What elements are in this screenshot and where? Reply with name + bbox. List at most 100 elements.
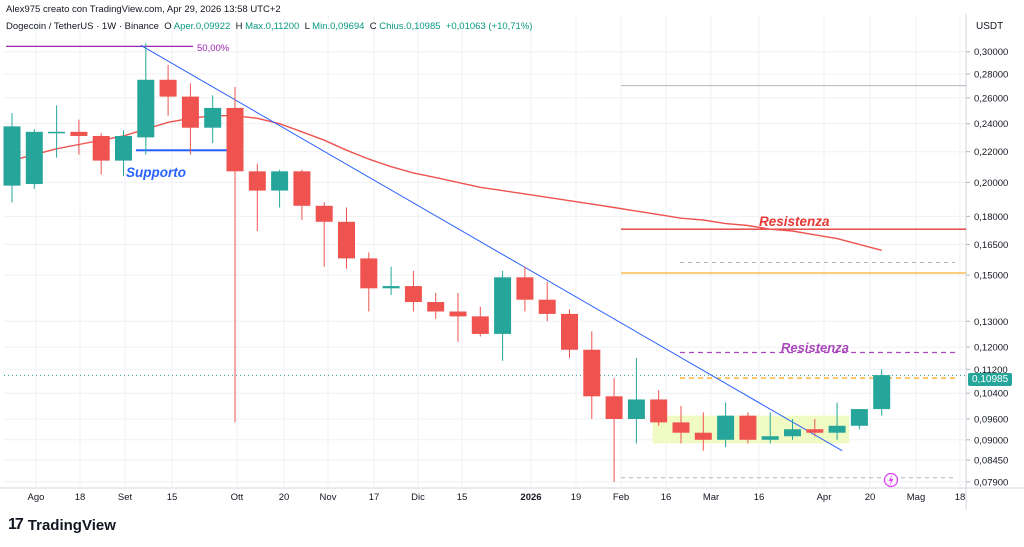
y-tick-label: 0,24000	[974, 119, 1008, 130]
x-tick-label: 16	[661, 492, 672, 503]
candle-body	[271, 171, 289, 191]
y-tick-label: 0,30000	[974, 47, 1008, 58]
candle-body	[70, 131, 88, 136]
y-tick-label: 0,26000	[974, 93, 1008, 104]
candle	[204, 95, 222, 144]
y-tick-label: 0,16500	[974, 240, 1008, 251]
candle-body	[226, 107, 244, 172]
candle	[739, 412, 757, 444]
candle	[471, 306, 489, 337]
y-tick-label: 0,18000	[974, 212, 1008, 223]
x-tick-label: 18	[955, 492, 966, 503]
candle-body	[650, 399, 668, 423]
candle	[271, 169, 289, 208]
candle-body	[338, 221, 355, 259]
candle	[92, 133, 110, 175]
candle	[181, 83, 199, 155]
brand-name: TradingView	[27, 516, 116, 534]
symbol-name[interactable]: Dogecoin / TetherUS · 1W · Binance	[6, 21, 159, 32]
y-tick-label: 0,20000	[974, 178, 1008, 189]
candle	[449, 292, 467, 342]
fib-label: 50,00%	[197, 43, 230, 54]
candle	[761, 412, 779, 444]
candle-body	[115, 135, 132, 161]
x-tick-label: Feb	[613, 492, 629, 503]
candle-body	[449, 311, 467, 317]
x-tick-label: Ago	[28, 492, 45, 503]
last-price-tag: 0,10985	[968, 373, 1013, 386]
candle	[427, 292, 445, 319]
candle	[583, 331, 601, 419]
tradingview-brand[interactable]: 17 TradingView	[8, 516, 116, 534]
candle-body	[494, 277, 512, 334]
candle-body	[360, 258, 378, 289]
candle	[650, 390, 668, 426]
support-label: Supporto	[126, 165, 186, 180]
candle	[248, 163, 266, 232]
candle-body	[784, 429, 801, 437]
candle-body	[694, 432, 712, 440]
open-label: O	[164, 21, 172, 32]
candle	[694, 412, 712, 451]
candle-body	[538, 299, 556, 314]
candle	[494, 270, 512, 361]
y-tick-label: 0,10400	[974, 389, 1008, 400]
high-label: H	[235, 21, 243, 32]
resistance-label-purple: Resistenza	[781, 340, 849, 355]
candle-body	[516, 277, 534, 300]
candle	[561, 309, 578, 359]
y-tick-label: 0,09600	[974, 414, 1008, 425]
x-tick-label: Apr	[817, 492, 832, 503]
y-tick-label: 0,12000	[974, 343, 1008, 354]
x-tick-label: 16	[754, 492, 765, 503]
candle	[538, 281, 556, 322]
y-tick-label: 0,22000	[974, 147, 1008, 158]
high-value: Max.0,11200	[245, 21, 300, 32]
x-tick-label: 15	[457, 492, 468, 503]
candle-body	[672, 422, 690, 433]
x-tick-label: Ott	[231, 492, 244, 503]
candle	[627, 358, 645, 444]
candle	[717, 402, 735, 448]
candle-body	[159, 79, 177, 97]
low-label: L	[304, 21, 310, 32]
candle-body	[204, 107, 222, 128]
currency-unit[interactable]: USDT	[976, 21, 1004, 32]
candle-body	[761, 436, 779, 440]
candle-body	[293, 171, 311, 206]
x-tick-label: 2026	[520, 492, 541, 503]
low-value: Min.0,09694	[312, 21, 365, 32]
x-tick-label: Set	[118, 492, 133, 503]
candle	[48, 105, 66, 158]
x-tick-label: Dic	[411, 492, 425, 503]
candle-body	[92, 135, 110, 161]
candle	[360, 252, 378, 312]
y-tick-label: 0,15000	[974, 271, 1008, 282]
candle	[226, 86, 244, 423]
candle	[784, 418, 801, 440]
candle-body	[248, 171, 266, 191]
x-tick-label: Mar	[703, 492, 719, 503]
y-tick-label: 0,11200	[974, 365, 1008, 376]
candle	[293, 169, 311, 220]
candle	[137, 43, 155, 155]
chart-credit: Alex975 creato con TradingView.com, Apr …	[6, 4, 281, 15]
y-tick-label: 0,07900	[974, 477, 1008, 488]
candle-body	[873, 375, 891, 410]
candle	[382, 266, 400, 296]
candle	[25, 129, 43, 189]
candle	[672, 405, 690, 444]
lightning-icon	[888, 475, 894, 486]
candle	[605, 378, 623, 482]
candle	[70, 119, 88, 155]
y-tick-label: 0,28000	[974, 69, 1008, 80]
candle	[516, 266, 534, 312]
candle-body	[717, 415, 735, 440]
candle-body	[850, 409, 868, 426]
x-tick-label: Mag	[907, 492, 925, 503]
candle-body	[382, 286, 400, 289]
event-marker-icon	[883, 472, 899, 488]
x-tick-label: 18	[75, 492, 86, 503]
moving-average-line	[11, 115, 882, 251]
